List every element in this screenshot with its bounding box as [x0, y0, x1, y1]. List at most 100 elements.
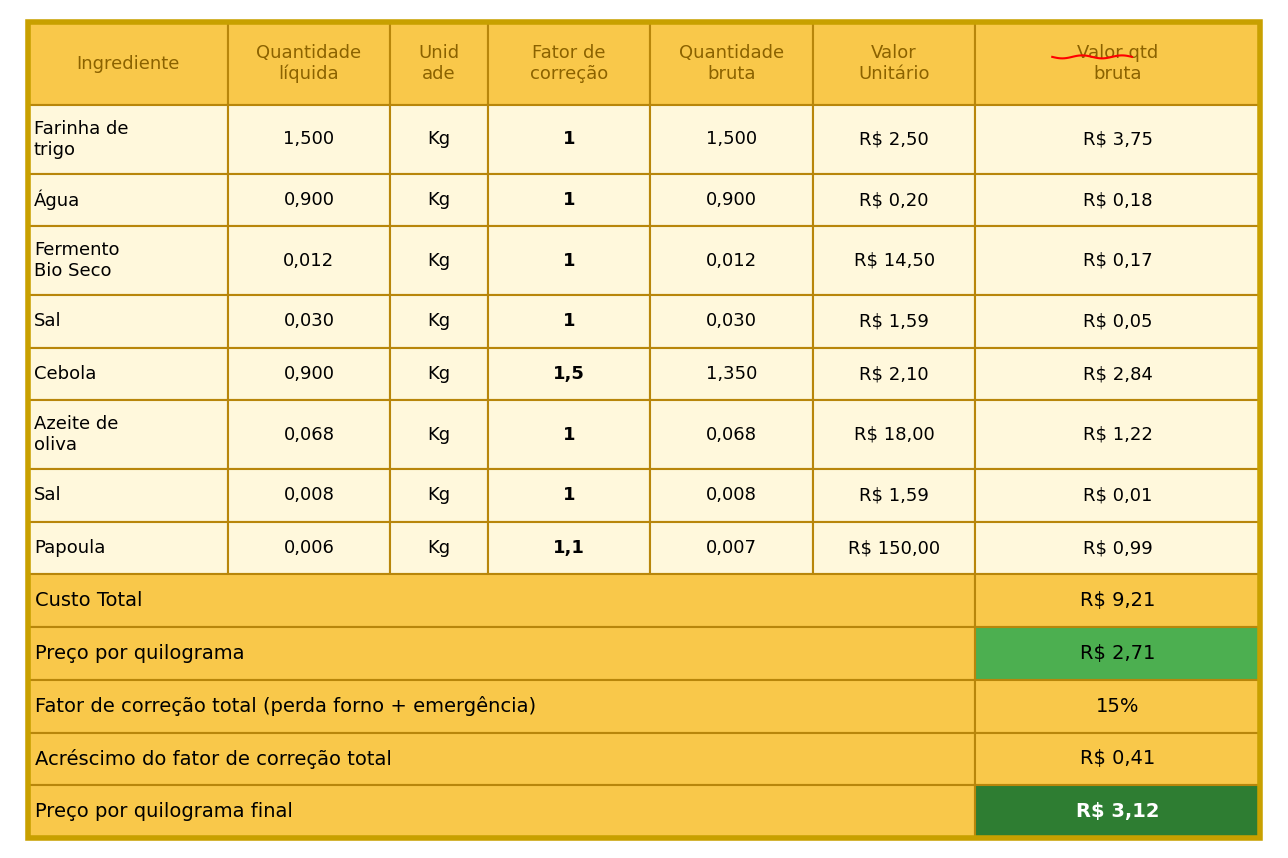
Text: Sal: Sal [33, 312, 62, 330]
Text: Sal: Sal [33, 486, 62, 505]
Bar [650, 227, 813, 295]
Text: R$ 0,41: R$ 0,41 [1081, 749, 1155, 769]
Text: 0,068: 0,068 [283, 426, 335, 444]
Bar [390, 347, 488, 401]
Bar [228, 522, 390, 574]
Text: Água: Água [33, 190, 80, 210]
Bar [28, 347, 228, 401]
Bar [228, 173, 390, 227]
Text: 0,030: 0,030 [283, 312, 335, 330]
Bar [488, 295, 650, 347]
Text: Quantidade
bruta: Quantidade bruta [679, 44, 784, 83]
Text: Acréscimo do fator de correção total: Acréscimo do fator de correção total [35, 749, 392, 769]
Bar [813, 469, 975, 522]
Bar [28, 522, 228, 574]
Bar [975, 173, 1260, 227]
Bar [228, 227, 390, 295]
Bar [228, 469, 390, 522]
Text: Azeite de
oliva: Azeite de oliva [33, 415, 118, 454]
Text: R$ 0,05: R$ 0,05 [1083, 312, 1153, 330]
Bar [488, 22, 650, 105]
Text: 0,008: 0,008 [706, 486, 757, 505]
Text: Ingrediente: Ingrediente [76, 55, 179, 73]
Text: R$ 150,00: R$ 150,00 [848, 539, 940, 557]
Bar [650, 22, 813, 105]
Bar [28, 785, 975, 838]
Bar [650, 173, 813, 227]
Bar [813, 227, 975, 295]
Bar [975, 522, 1260, 574]
Bar [28, 22, 228, 105]
Text: R$ 3,75: R$ 3,75 [1083, 130, 1153, 148]
Bar [813, 295, 975, 347]
Bar [813, 22, 975, 105]
Text: Kg: Kg [428, 426, 451, 444]
Bar [28, 733, 975, 785]
Text: 1: 1 [563, 312, 576, 330]
Text: Farinha de
trigo: Farinha de trigo [33, 120, 129, 159]
Bar [390, 469, 488, 522]
Bar [28, 680, 975, 733]
Text: R$ 3,12: R$ 3,12 [1075, 802, 1159, 821]
Bar [390, 173, 488, 227]
Bar [813, 173, 975, 227]
Bar [975, 680, 1260, 733]
Bar [28, 105, 228, 173]
Text: R$ 2,71: R$ 2,71 [1081, 644, 1155, 663]
Text: Unid
ade: Unid ade [419, 44, 460, 83]
Bar [975, 22, 1260, 105]
Text: R$ 18,00: R$ 18,00 [854, 426, 935, 444]
Text: 1,5: 1,5 [553, 365, 585, 383]
Bar [28, 173, 228, 227]
Bar [228, 347, 390, 401]
Bar [228, 22, 390, 105]
Text: 0,900: 0,900 [283, 365, 335, 383]
Text: Kg: Kg [428, 312, 451, 330]
Bar [813, 401, 975, 469]
Bar [488, 227, 650, 295]
Text: 0,900: 0,900 [283, 191, 335, 209]
Bar [28, 295, 228, 347]
Bar [390, 22, 488, 105]
Bar [975, 574, 1260, 627]
Text: Valor
Unitário: Valor Unitário [858, 44, 930, 83]
Text: R$ 0,20: R$ 0,20 [859, 191, 929, 209]
Text: R$ 9,21: R$ 9,21 [1081, 591, 1155, 610]
Text: R$ 14,50: R$ 14,50 [854, 251, 935, 269]
Text: 1: 1 [563, 251, 576, 269]
Text: Cebola: Cebola [33, 365, 97, 383]
Text: R$ 2,84: R$ 2,84 [1083, 365, 1153, 383]
Bar [975, 627, 1260, 680]
Bar [488, 469, 650, 522]
Text: R$ 2,10: R$ 2,10 [859, 365, 929, 383]
Bar [228, 401, 390, 469]
Text: 1: 1 [563, 486, 576, 505]
Text: 0,030: 0,030 [706, 312, 757, 330]
Text: R$ 1,59: R$ 1,59 [859, 312, 929, 330]
Text: Valor qtd
bruta: Valor qtd bruta [1077, 44, 1158, 83]
Bar [813, 105, 975, 173]
Text: 1,500: 1,500 [283, 130, 335, 148]
Text: Fermento
Bio Seco: Fermento Bio Seco [33, 241, 120, 280]
Text: Kg: Kg [428, 251, 451, 269]
Text: 15%: 15% [1096, 697, 1140, 716]
Bar [975, 785, 1260, 838]
Bar [488, 347, 650, 401]
Text: 1: 1 [563, 426, 576, 444]
Bar [488, 401, 650, 469]
Text: R$ 0,99: R$ 0,99 [1083, 539, 1153, 557]
Bar [488, 173, 650, 227]
Bar [390, 295, 488, 347]
Bar [650, 347, 813, 401]
Text: Preço por quilograma final: Preço por quilograma final [35, 802, 292, 821]
Text: Fator de correção total (perda forno + emergência): Fator de correção total (perda forno + e… [35, 696, 536, 716]
Bar [975, 469, 1260, 522]
Bar [228, 295, 390, 347]
Text: R$ 1,22: R$ 1,22 [1083, 426, 1153, 444]
Bar [390, 522, 488, 574]
Bar [813, 522, 975, 574]
Text: R$ 2,50: R$ 2,50 [859, 130, 929, 148]
Text: 0,012: 0,012 [706, 251, 757, 269]
Text: Preço por quilograma: Preço por quilograma [35, 644, 245, 663]
Bar [28, 401, 228, 469]
